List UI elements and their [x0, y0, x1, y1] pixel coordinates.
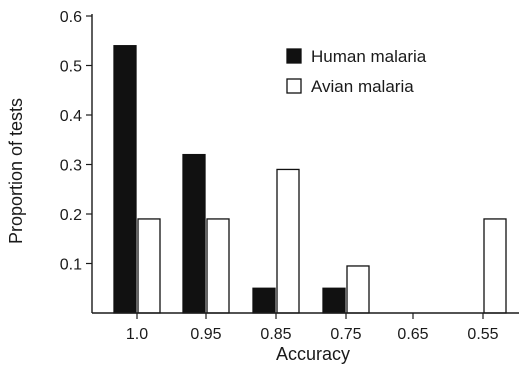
bar-human-0 — [114, 46, 136, 313]
y-tick-label-1: 0.2 — [60, 207, 82, 224]
x-axis-label: Accuracy — [276, 344, 350, 364]
x-tick-label-1: 0.95 — [190, 326, 221, 343]
y-tick-label-0: 0.1 — [60, 257, 82, 274]
bar-avian-3 — [347, 266, 369, 313]
legend-swatch-avian — [287, 79, 301, 93]
legend-label-avian: Avian malaria — [311, 77, 414, 96]
y-tick-label-2: 0.3 — [60, 158, 82, 175]
bar-avian-5 — [484, 219, 506, 313]
x-tick-label-3: 0.75 — [330, 326, 361, 343]
y-tick-label-3: 0.4 — [60, 108, 82, 125]
y-tick-label-5: 0.6 — [60, 9, 82, 26]
x-tick-label-4: 0.65 — [397, 326, 428, 343]
bar-human-2 — [253, 288, 275, 313]
x-tick-label-0: 1.0 — [126, 326, 148, 343]
bar-avian-2 — [277, 169, 299, 313]
y-tick-label-4: 0.5 — [60, 59, 82, 76]
x-tick-label-2: 0.85 — [260, 326, 291, 343]
bar-human-1 — [183, 155, 205, 313]
bar-human-3 — [323, 288, 345, 313]
legend-swatch-human — [287, 49, 301, 63]
y-axis-label: Proportion of tests — [6, 98, 26, 244]
bar-avian-0 — [138, 219, 160, 313]
bar-avian-1 — [207, 219, 229, 313]
legend-label-human: Human malaria — [311, 47, 427, 66]
x-tick-label-5: 0.55 — [467, 326, 498, 343]
